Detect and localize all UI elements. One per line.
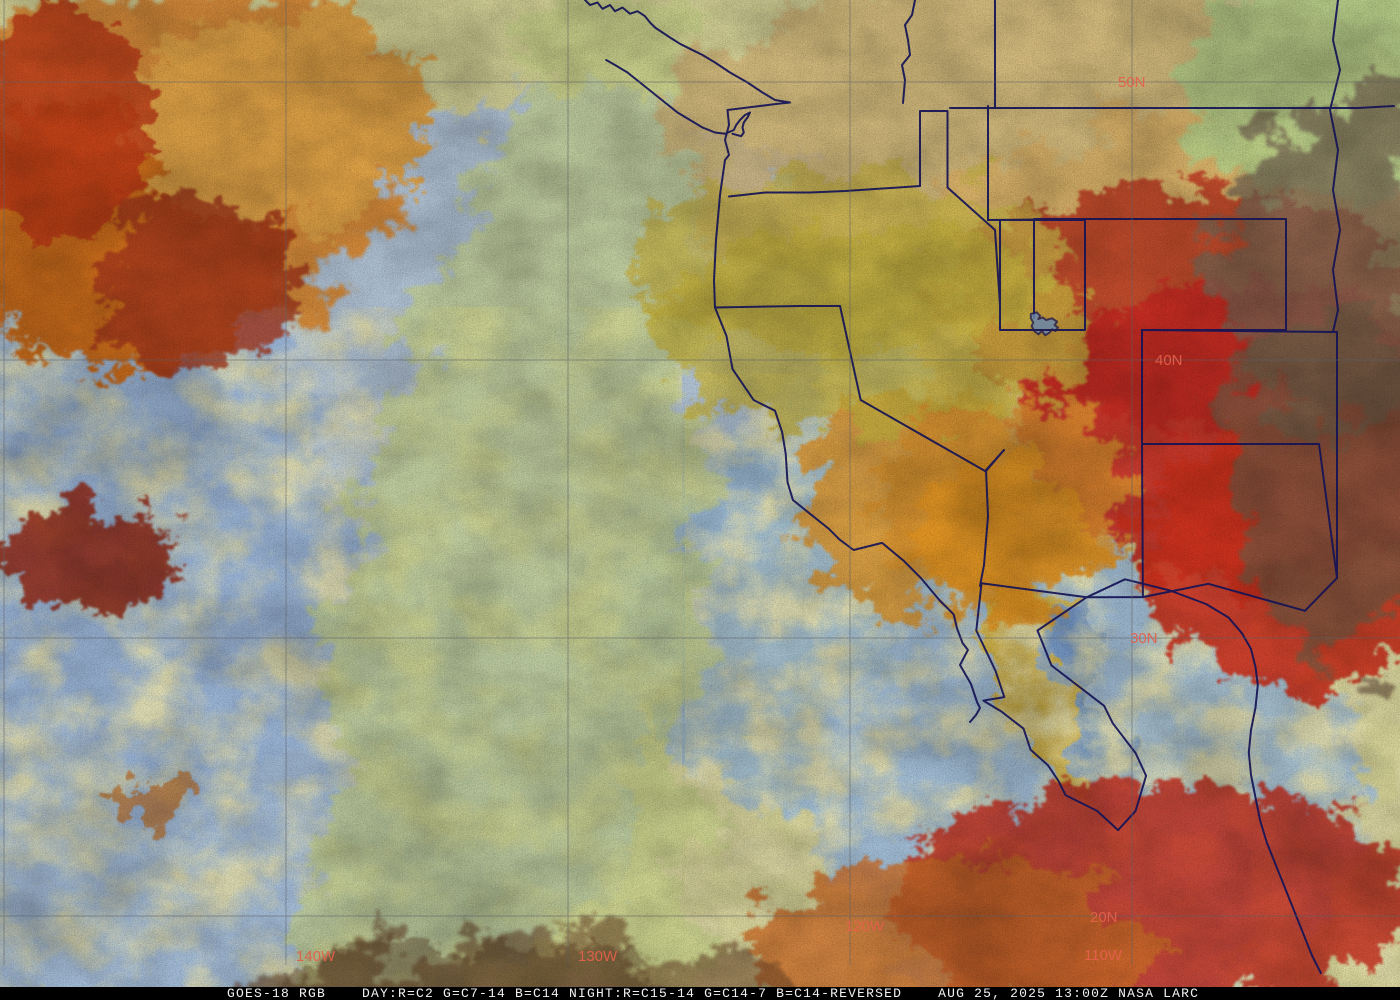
svg-text:110W: 110W xyxy=(1084,947,1123,964)
svg-text:40N: 40N xyxy=(1155,352,1183,369)
svg-text:GOES-18 RGB DAY:R=C2 G=C7-1: GOES-18 RGB DAY:R=C2 G=C7-14 B=C14 NIGHT… xyxy=(227,986,1199,1000)
svg-text:20N: 20N xyxy=(1090,909,1118,926)
svg-text:130W: 130W xyxy=(578,948,618,965)
svg-text:120W: 120W xyxy=(845,918,885,935)
svg-text:30N: 30N xyxy=(1130,630,1158,647)
svg-text:50N: 50N xyxy=(1118,74,1146,91)
svg-text:140W: 140W xyxy=(296,948,336,965)
